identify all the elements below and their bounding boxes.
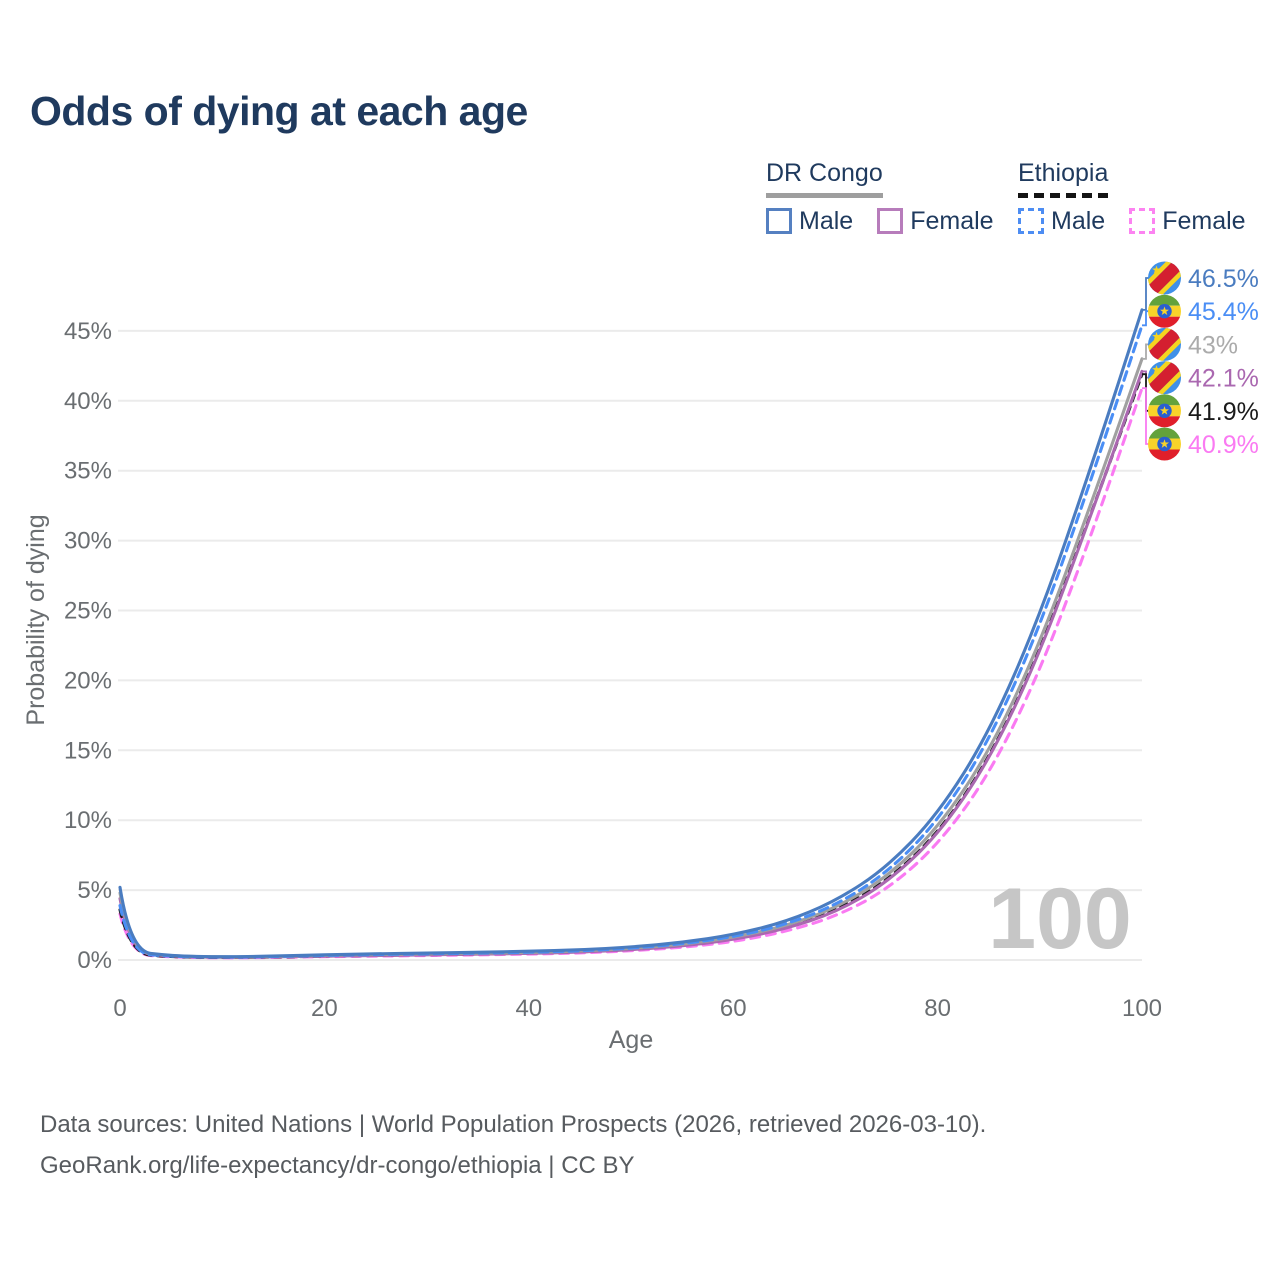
end-label-drc-male: 46.5% bbox=[1139, 252, 1259, 311]
end-label-value: 40.9% bbox=[1188, 431, 1259, 459]
x-tick-label: 100 bbox=[1122, 995, 1162, 1022]
attribution-line: GeoRank.org/life-expectancy/dr-congo/eth… bbox=[40, 1152, 635, 1179]
end-label-value: 46.5% bbox=[1188, 265, 1259, 293]
end-label-drc-female: 42.1% bbox=[1139, 352, 1259, 404]
x-tick-label: 20 bbox=[311, 995, 338, 1022]
ethiopia-female-swatch-icon bbox=[1129, 208, 1156, 234]
legend: DR Congo Male Female Ethiopia Male bbox=[0, 159, 1280, 240]
legend-item-label: Male bbox=[799, 206, 854, 235]
y-tick-label: 25% bbox=[64, 598, 112, 625]
line-drc-both[interactable] bbox=[118, 357, 1144, 959]
dr-congo-female-swatch-icon bbox=[877, 208, 904, 234]
line-drc-female[interactable] bbox=[118, 369, 1144, 959]
y-axis-title: Probability of dying bbox=[22, 514, 50, 725]
flag-ethiopia-icon bbox=[1148, 294, 1182, 328]
end-label-value: 45.4% bbox=[1188, 298, 1259, 326]
end-label-value: 43% bbox=[1188, 331, 1238, 359]
flag-ethiopia-icon bbox=[1148, 394, 1182, 428]
legend-item-ethiopia-male[interactable]: Male bbox=[1018, 207, 1105, 236]
legend-item-ethiopia-female[interactable]: Female bbox=[1129, 206, 1246, 236]
legend-item-dr-congo-male[interactable]: Male bbox=[766, 207, 853, 236]
y-tick-label: 35% bbox=[64, 458, 112, 485]
legend-header-dr-congo: DR Congo bbox=[766, 159, 883, 198]
flag-ethiopia-icon bbox=[1148, 427, 1182, 461]
end-label-value: 41.9% bbox=[1188, 398, 1259, 426]
dr-congo-male-swatch-icon bbox=[766, 208, 792, 234]
ethiopia-male-swatch-icon bbox=[1018, 208, 1044, 234]
end-label-eth-female: 40.9% bbox=[1142, 387, 1259, 461]
chart-title: Odds of dying at each age bbox=[30, 88, 528, 134]
y-tick-label: 30% bbox=[64, 528, 112, 555]
legend-item-label: Male bbox=[1051, 206, 1106, 235]
x-tick-label: 0 bbox=[113, 995, 126, 1022]
legend-group-ethiopia: Ethiopia Male Female bbox=[1018, 159, 1246, 236]
y-tick-label: 0% bbox=[77, 947, 112, 974]
end-label-eth-both: 41.9% bbox=[1142, 373, 1259, 428]
y-tick-label: 10% bbox=[64, 807, 112, 834]
line-drc-male[interactable] bbox=[118, 308, 1144, 959]
y-tick-label: 15% bbox=[64, 737, 112, 764]
legend-item-label: Female bbox=[910, 206, 994, 235]
footer: Data sources: United Nations | World Pop… bbox=[40, 1104, 986, 1186]
x-tick-label: 60 bbox=[720, 995, 747, 1022]
end-label-value: 42.1% bbox=[1188, 365, 1259, 393]
legend-group-dr-congo: DR Congo Male Female bbox=[766, 159, 994, 236]
x-tick-label: 40 bbox=[515, 995, 542, 1022]
end-label-drc-both: 43% bbox=[1139, 319, 1238, 371]
legend-header-ethiopia: Ethiopia bbox=[1018, 159, 1109, 198]
y-tick-label: 5% bbox=[77, 877, 112, 904]
legend-item-label: Female bbox=[1162, 206, 1246, 235]
legend-item-dr-congo-female[interactable]: Female bbox=[877, 206, 994, 236]
line-eth-both[interactable] bbox=[118, 372, 1144, 959]
y-tick-label: 40% bbox=[64, 388, 112, 415]
x-axis-title: Age bbox=[609, 1026, 653, 1054]
x-tick-label: 80 bbox=[924, 995, 951, 1022]
data-sources-line: Data sources: United Nations | World Pop… bbox=[40, 1111, 987, 1138]
line-eth-male[interactable] bbox=[118, 323, 1144, 959]
end-label-eth-male: 45.4% bbox=[1142, 294, 1259, 328]
y-tick-label: 20% bbox=[64, 667, 112, 694]
hovered-age-watermark: 100 bbox=[988, 871, 1132, 967]
y-tick-label: 45% bbox=[64, 318, 112, 345]
